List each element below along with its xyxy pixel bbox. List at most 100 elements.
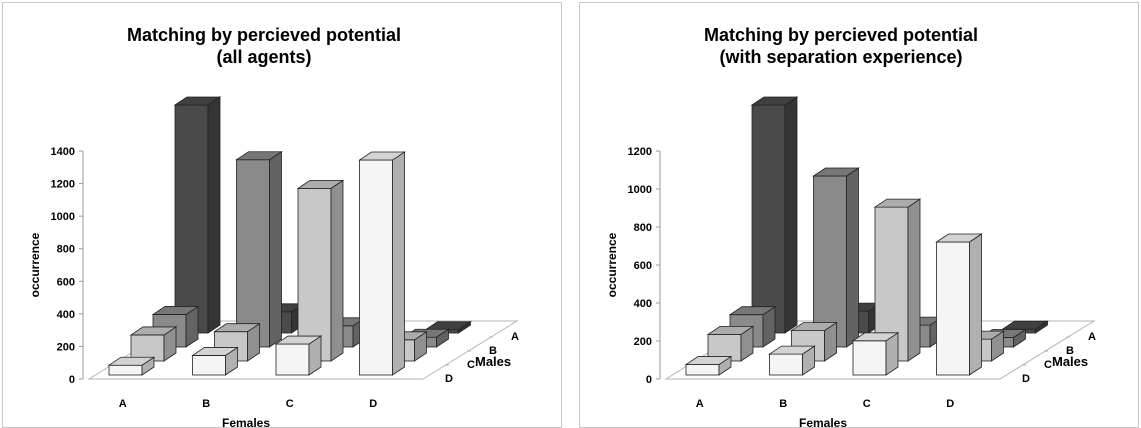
y-tick-label: 400 (57, 309, 75, 321)
x-tick-label: C (863, 398, 871, 410)
bar-top-face (296, 179, 345, 189)
y-tick-label: 0 (646, 374, 652, 386)
bar-front-face (936, 241, 970, 376)
chart-panel-all-agents: Matching by percieved potential (all agen… (2, 2, 562, 428)
x-tick-label: A (119, 398, 127, 410)
bar-top-face (129, 326, 178, 336)
x-tick-label: D (946, 398, 954, 410)
z-tick-label: A (511, 331, 519, 343)
bar-sep-row-c-col-a (706, 325, 755, 362)
bar-all-row-d-col-b (191, 346, 239, 376)
bar-side-face (392, 151, 405, 376)
bar-front-face (275, 343, 310, 376)
bar-all-row-d-col-d (358, 151, 406, 376)
y-tick-label: 1400 (51, 146, 75, 158)
bar-sep-row-a-col-a (750, 96, 799, 334)
y-tick-label: 1000 (51, 211, 75, 223)
bar-sep-row-d-col-c (851, 332, 900, 376)
bar-all-row-c-col-a (129, 326, 178, 362)
bar-top-face (812, 167, 860, 177)
bar-side-face (784, 96, 798, 334)
bar-sep-row-b-col-b (812, 167, 860, 348)
bar-front-face (174, 104, 209, 334)
y-axis-label: occurrence (605, 232, 619, 297)
bar-sep-row-d-col-b (768, 345, 816, 376)
bar-front-face (297, 187, 332, 362)
bar-side-face (269, 150, 282, 348)
bar-sep-row-d-col-d (935, 233, 983, 376)
z-tick-label: B (489, 345, 497, 357)
y-tick-label: 800 (634, 222, 652, 234)
bar-front-face (769, 353, 803, 376)
bar-top-face (768, 345, 816, 355)
bar-top-face (274, 335, 323, 345)
bar-top-face (684, 356, 733, 365)
bar-top-face (728, 306, 777, 316)
x-tick-label: B (202, 398, 210, 410)
y-tick-label: 0 (69, 374, 75, 386)
x-tick-label: C (286, 398, 294, 410)
bar-top-face (213, 323, 261, 333)
chart-title-line-1: Matching by percieved potential (704, 25, 978, 45)
chart-separation-experience: Matching by percieved potential(with sep… (605, 25, 1096, 427)
z-tick-label: D (1022, 373, 1030, 385)
bar-front-face (236, 159, 270, 348)
bar-all-row-d-col-c (274, 335, 323, 376)
z-tick-label: A (1088, 331, 1096, 343)
bar-top-face (107, 356, 156, 366)
bar-top-face (151, 306, 200, 315)
bar-top-face (358, 151, 406, 161)
bar-top-face (935, 233, 983, 243)
bar-side-face (330, 179, 344, 362)
bar-side-face (907, 198, 921, 362)
bar-front-face (685, 364, 720, 376)
chart-all-agents: Matching by percieved potential(all agen… (28, 25, 519, 427)
y-tick-label: 600 (57, 276, 75, 288)
z-tick-label: B (1066, 345, 1074, 357)
y-tick-label: 800 (57, 244, 75, 256)
bar-all-row-c-col-c (296, 179, 345, 362)
bar-sep-row-d-col-a (684, 355, 733, 376)
y-tick-label: 600 (634, 260, 652, 272)
z-axis-label: Males (1052, 354, 1088, 369)
x-tick-label: A (696, 398, 704, 410)
bar-top-face (235, 151, 283, 161)
y-tick-label: 1200 (51, 179, 75, 191)
y-tick-label: 400 (634, 298, 652, 310)
y-tick-label: 200 (634, 336, 652, 348)
chart-title-line-2: (with separation experience) (719, 47, 962, 67)
bar-top-face (790, 322, 838, 332)
x-tick-label: B (779, 398, 787, 410)
bar-front-face (751, 104, 786, 334)
bar-side-face (969, 233, 982, 376)
chart-title-line-2: (all agents) (216, 47, 311, 67)
bar-top-face (706, 325, 755, 335)
bar-front-face (852, 340, 887, 376)
z-tick-label: C (1044, 359, 1052, 371)
bar-top-face (173, 96, 222, 106)
y-tick-label: 1000 (628, 184, 652, 196)
bar-all-row-a-col-a (173, 96, 222, 334)
bar-top-face (750, 96, 799, 106)
chart-title-line-1: Matching by percieved potential (127, 25, 401, 45)
bar-top-face (873, 198, 922, 208)
z-tick-label: C (467, 359, 475, 371)
bar-side-face (846, 167, 859, 348)
bar-front-face (813, 175, 847, 348)
bar-top-face (851, 332, 900, 342)
z-tick-label: D (445, 373, 453, 385)
chart-panel-separation: Matching by percieved potential (with sep… (579, 2, 1139, 428)
bar-top-face (191, 347, 239, 356)
bar-front-face (359, 159, 393, 376)
bar-front-face (108, 364, 143, 376)
bar-all-row-b-col-b (235, 150, 283, 348)
x-axis-label: Females (222, 416, 270, 427)
y-axis-label: occurrence (28, 232, 42, 297)
x-axis-label: Females (799, 416, 847, 427)
bar-front-face (192, 355, 226, 376)
bar-side-face (207, 96, 221, 334)
bar-all-row-d-col-a (107, 356, 156, 376)
y-tick-label: 200 (57, 341, 75, 353)
x-tick-label: D (369, 398, 377, 410)
y-tick-label: 1200 (628, 146, 652, 158)
